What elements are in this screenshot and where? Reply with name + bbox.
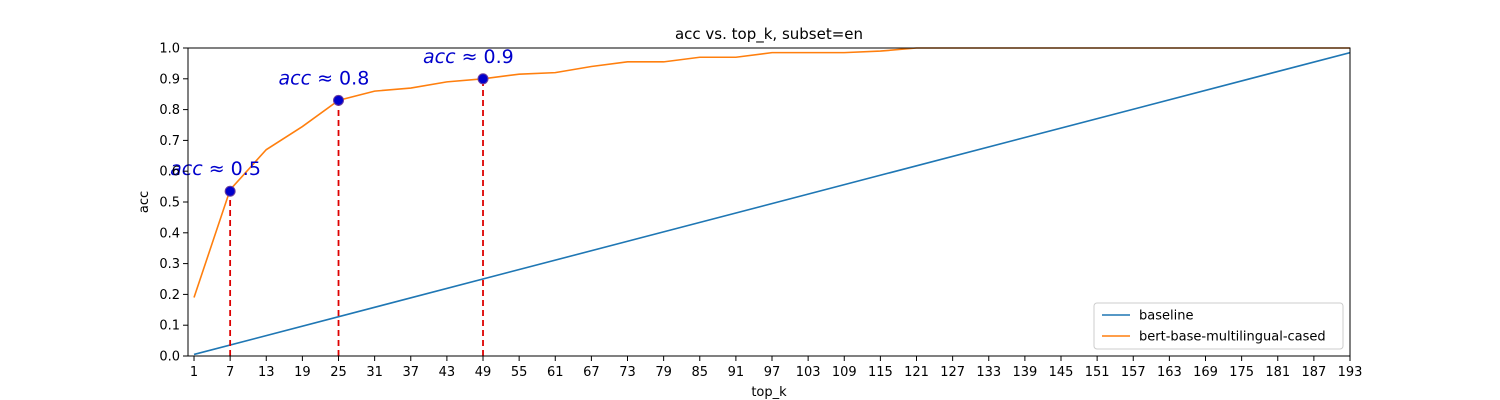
y-tick-label: 1.0 [159,42,180,57]
x-tick-label: 97 [764,365,781,380]
x-tick-label: 169 [1193,365,1218,380]
axes: 1 7 13 19 25 31 37 43 49 55 61 67 73 79 85 91 97 103 109 11… [159,42,1362,381]
y-tick-label: 0.7 [159,134,180,149]
x-tick-label: 85 [691,365,708,380]
x-tick-label: 133 [976,365,1001,380]
x-tick-label: 73 [619,365,636,380]
y-tick-label: 0.8 [159,103,180,118]
annotation-value: ≈ 0.8 [311,67,369,89]
x-tick-label: 163 [1157,365,1182,380]
annotation-marker [333,94,345,106]
legend-box [1093,302,1344,350]
annotation-label: acc ≈ 0.5 [170,158,261,180]
x-tick-label: 91 [728,365,745,380]
x-tick-label: 31 [366,365,383,380]
chart-title: acc vs. top_k, subset=en [675,25,863,44]
x-tick-label: 145 [1049,365,1074,380]
x-tick-label: 79 [655,365,672,380]
annotation-marker [224,185,236,197]
x-tick-label: 13 [258,365,275,380]
x-tick-label: 115 [868,365,893,380]
annotation-value: ≈ 0.5 [203,158,261,180]
x-tick-label: 67 [583,365,600,380]
annotation-label: acc ≈ 0.9 [423,46,514,68]
x-tick-label: 109 [832,365,857,380]
x-tick-label: 55 [511,365,528,380]
x-tick-label: 187 [1301,365,1326,380]
legend-label: bert-base-multilingual-cased [1139,330,1326,345]
y-tick-label: 0.3 [159,257,180,272]
annotation-variable: acc [423,46,456,68]
x-tick-label: 151 [1085,365,1110,380]
series-line-0 [193,51,1350,356]
y-tick-label: 0.4 [159,226,180,241]
annotation-marker [477,73,489,85]
x-tick-label: 37 [402,365,419,380]
annotation-variable: acc [170,158,203,180]
x-tick-label: 157 [1121,365,1146,380]
x-tick-label: 49 [475,365,492,380]
x-tick-label: 43 [439,365,456,380]
legend: baseline bert-base-multilingual-cased [1093,302,1344,350]
x-tick-label: 7 [226,365,234,380]
x-axis-label: top_k [751,385,787,400]
annotation-value: ≈ 0.9 [456,46,514,68]
annotation-variable: acc [279,67,312,89]
x-tick-label: 127 [940,365,965,380]
legend-label: baseline [1139,309,1193,324]
y-tick-label: 0.5 [159,196,180,211]
x-tick-label: 181 [1265,365,1290,380]
y-tick-label: 0.9 [159,72,180,87]
x-tick-label: 19 [294,365,311,380]
annotation-label: acc ≈ 0.8 [279,67,370,89]
y-tick-label: 0.6 [159,165,180,180]
x-tick-label: 193 [1338,365,1363,380]
x-tick-label: 1 [190,365,198,380]
y-axis-label: acc [137,191,152,213]
x-tick-label: 175 [1229,365,1254,380]
x-tick-label: 25 [330,365,347,380]
x-tick-label: 121 [904,365,929,380]
y-tick-label: 0.1 [159,319,180,334]
y-tick-label: 0.0 [159,350,180,365]
x-tick-label: 61 [547,365,564,380]
y-tick-label: 0.2 [159,288,180,303]
x-tick-label: 139 [1012,365,1037,380]
x-tick-label: 103 [796,365,821,380]
